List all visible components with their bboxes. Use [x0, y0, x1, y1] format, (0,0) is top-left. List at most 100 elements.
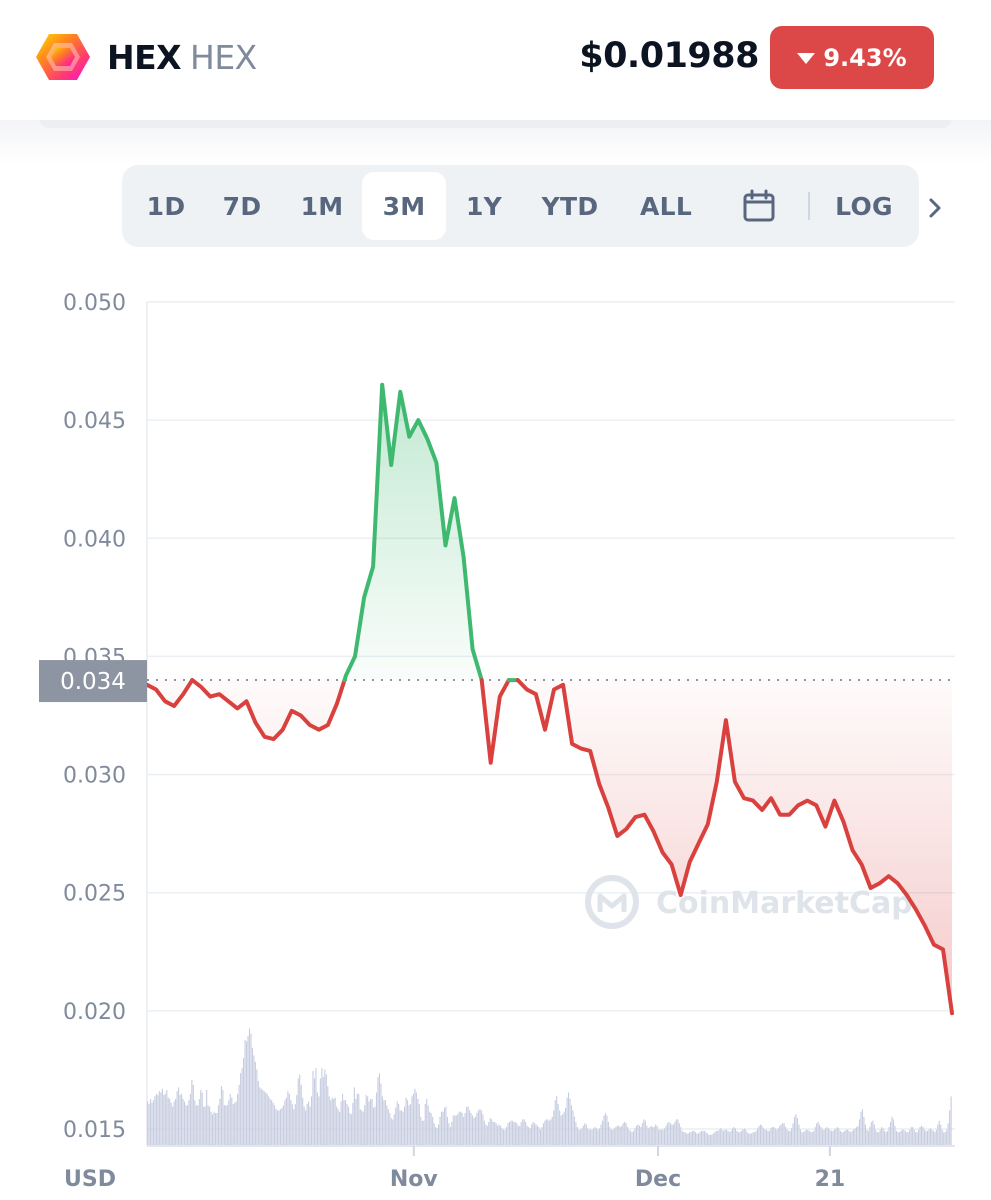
- volume-bar: [820, 1127, 822, 1145]
- volume-bar: [694, 1132, 697, 1145]
- range-button-7d[interactable]: 7D: [222, 191, 262, 221]
- hex-logo-icon: [36, 34, 90, 80]
- volume-bar: [628, 1129, 630, 1145]
- volume-bar: [166, 1089, 168, 1145]
- range-button-ytd[interactable]: YTD: [541, 191, 599, 221]
- volume-bar: [848, 1130, 850, 1145]
- volume-bar: [884, 1130, 886, 1145]
- volume-bar: [226, 1105, 228, 1145]
- y-tick-label: 0.050: [63, 291, 126, 316]
- volume-bar: [708, 1134, 710, 1145]
- volume-bar: [238, 1084, 240, 1145]
- volume-bar: [793, 1116, 796, 1145]
- volume-bar: [823, 1129, 825, 1145]
- volume-bar: [714, 1132, 716, 1145]
- volume-bar: [566, 1097, 568, 1145]
- volume-bar: [937, 1124, 939, 1145]
- volume-bar: [308, 1101, 310, 1145]
- volume-bar: [155, 1093, 157, 1145]
- volume-bar: [340, 1101, 342, 1145]
- volume-bar: [411, 1096, 413, 1145]
- volume-bar: [662, 1129, 664, 1145]
- volume-bar: [494, 1121, 496, 1145]
- volume-bar: [832, 1130, 834, 1145]
- calendar-icon[interactable]: [742, 189, 776, 223]
- volume-bar: [551, 1116, 553, 1145]
- volume-bar: [333, 1098, 335, 1145]
- volume-bar: [802, 1132, 804, 1145]
- volume-bar: [702, 1130, 704, 1145]
- volume-bar: [891, 1116, 893, 1145]
- volume-bar: [822, 1129, 824, 1145]
- range-button-all[interactable]: ALL: [639, 191, 693, 221]
- volume-bar: [316, 1092, 318, 1145]
- volume-bar: [383, 1100, 385, 1145]
- volume-bar: [950, 1096, 952, 1145]
- x-tick-label: Nov: [390, 1167, 439, 1192]
- volume-bar: [489, 1118, 491, 1145]
- volume-bar: [693, 1130, 695, 1145]
- volume-bar: [404, 1106, 406, 1145]
- volume-bar: [724, 1129, 726, 1145]
- volume-bar: [892, 1119, 895, 1145]
- volume-bar: [446, 1116, 448, 1145]
- range-button-1m[interactable]: 1M: [300, 191, 344, 221]
- volume-bar: [495, 1123, 497, 1145]
- volume-bar: [922, 1127, 924, 1145]
- range-button-3m[interactable]: 3M: [362, 172, 446, 240]
- volume-bar: [358, 1093, 360, 1145]
- volume-bar: [757, 1128, 759, 1145]
- volume-bar: [562, 1114, 564, 1145]
- volume-bar: [532, 1121, 534, 1145]
- volume-bar: [461, 1113, 463, 1145]
- volume-bar: [310, 1096, 313, 1145]
- range-button-1y[interactable]: 1Y: [465, 191, 503, 221]
- volume-bar: [535, 1124, 537, 1145]
- volume-bar: [435, 1127, 437, 1145]
- volume-bar: [421, 1120, 423, 1145]
- volume-bar: [211, 1114, 214, 1145]
- volume-bar: [188, 1100, 190, 1145]
- volume-bar: [275, 1109, 277, 1145]
- volume-bar: [762, 1128, 765, 1145]
- volume-bar: [644, 1120, 646, 1145]
- volume-bar: [819, 1124, 821, 1145]
- volume-bar: [364, 1105, 366, 1145]
- volume-bar: [318, 1096, 320, 1145]
- volume-bar: [251, 1047, 253, 1145]
- volume-bar: [584, 1123, 586, 1145]
- volume-bar: [773, 1127, 775, 1145]
- volume-bar: [894, 1125, 896, 1145]
- volume-bar: [457, 1114, 459, 1145]
- area-below-baseline: [517, 680, 952, 1014]
- volume-bar: [887, 1130, 889, 1145]
- volume-bar: [220, 1086, 222, 1145]
- volume-bar: [774, 1128, 776, 1145]
- volume-bar: [934, 1132, 936, 1145]
- chevron-right-icon[interactable]: [925, 196, 945, 220]
- volume-bar: [813, 1130, 815, 1145]
- volume-bar: [779, 1125, 781, 1145]
- volume-bar: [192, 1084, 194, 1145]
- volume-bar: [606, 1115, 608, 1145]
- volume-bar: [711, 1134, 713, 1145]
- volume-bar: [550, 1119, 552, 1145]
- volume-bar: [417, 1098, 419, 1145]
- volume-bar: [178, 1087, 180, 1145]
- volume-bar: [390, 1118, 392, 1145]
- volume-bar: [932, 1130, 934, 1145]
- volume-bar: [183, 1101, 186, 1145]
- range-divider: [808, 192, 810, 220]
- watermark-text: CoinMarketCap: [656, 886, 913, 921]
- volume-bar: [665, 1125, 667, 1145]
- range-button-1d[interactable]: 1D: [146, 191, 186, 221]
- line-below-baseline: [515, 678, 954, 1016]
- volume-bar: [319, 1078, 321, 1145]
- volume-bar: [231, 1097, 233, 1145]
- log-scale-button[interactable]: LOG: [835, 191, 893, 221]
- volume-bar: [684, 1132, 686, 1145]
- volume-bar: [520, 1121, 522, 1145]
- volume-bar: [600, 1124, 602, 1145]
